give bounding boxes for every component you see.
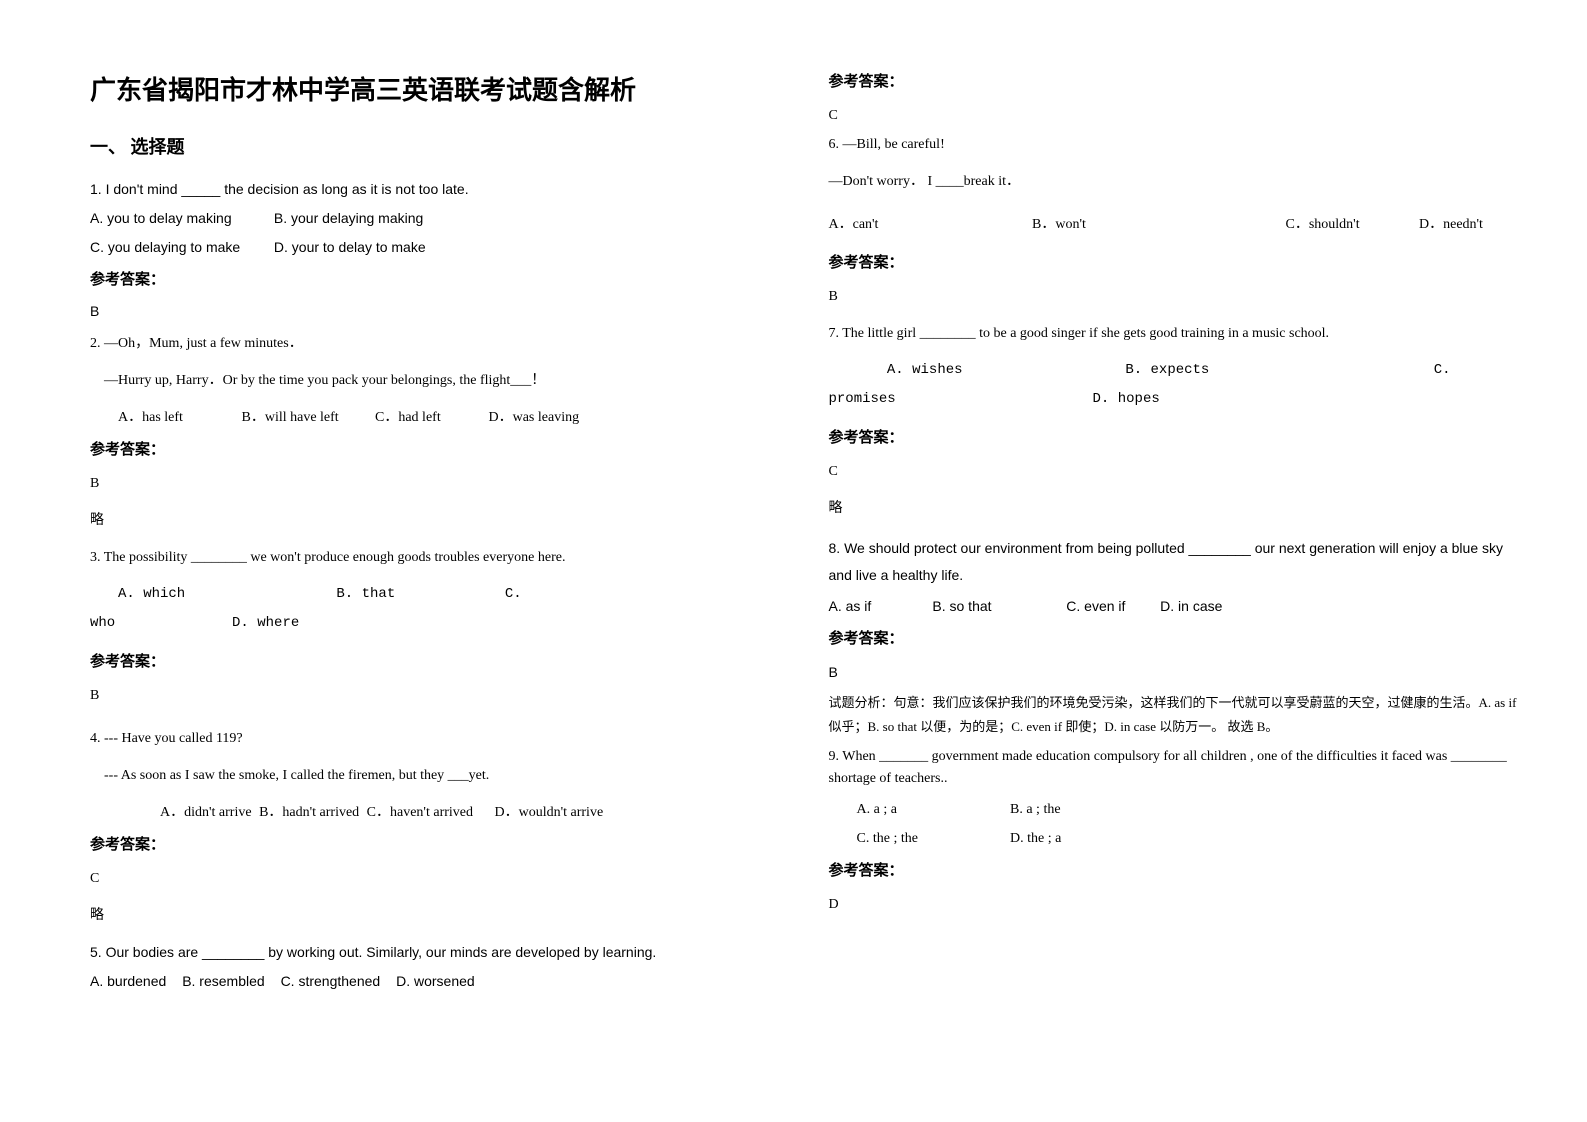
q1-opt-c: C. you delaying to make [90,237,270,258]
q4-answer: C [90,868,789,889]
q7-options-row1: A. wishes B. expects C. [829,360,1528,381]
q8-opt-c: C. even if [1066,596,1156,617]
q5-options: A. burdened B. resembled C. strengthened… [90,971,789,992]
q3-options-row2: who D. where [90,613,789,634]
q4-opt-d: D．wouldn't arrive [495,805,604,820]
q5-stem: 5. Our bodies are ________ by working ou… [90,942,789,963]
q1-stem: 1. I don't mind _____ the decision as lo… [90,179,789,200]
q6-stem2: —Don't worry． I ____break it． [829,171,1528,192]
q3-answer: B [90,685,789,706]
q5-opt-a: A. burdened [90,973,166,989]
q9-answer: D [829,894,1528,915]
answer-label: 参考答案： [90,833,789,854]
q8-options: A. as if B. so that C. even if D. in cas… [829,596,1528,617]
q3-opt-c-prefix: C. [505,586,522,602]
q4-stem2: --- As soon as I saw the smoke, I called… [90,765,789,786]
q8-opt-a: A. as if [829,596,929,617]
q3-options-row1: A. which B. that C. [90,584,789,605]
q1-options-row1: A. you to delay making B. your delaying … [90,208,789,229]
q2-opt-c: C．had left [375,407,485,428]
q8-answer: B [829,662,1528,683]
q7-stem: 7. The little girl ________ to be a good… [829,323,1528,344]
q7-answer: C [829,461,1528,482]
answer-label: 参考答案： [829,426,1528,447]
q9-opt-c: C. the ; the [857,828,1007,849]
answer-label: 参考答案： [90,650,789,671]
q1-opt-a: A. you to delay making [90,208,270,229]
answer-label: 参考答案： [829,251,1528,272]
q7-opt-b: B. expects [1125,360,1425,381]
q5-opt-c: C. strengthened [281,973,381,989]
q9-opt-b: B. a ; the [1010,802,1061,817]
answer-label: 参考答案： [829,70,1528,91]
q9-opt-d: D. the ; a [1010,831,1061,846]
q7-opt-c-prefix: C. [1434,362,1451,378]
q9-options-row1: A. a ; a B. a ; the [829,799,1528,820]
q7-opt-c-text: promises [829,391,896,407]
q5-opt-d: D. worsened [396,973,475,989]
q2-opt-d: D．was leaving [489,410,580,425]
q6-opt-a: A．can't [829,214,1029,235]
page-root: 广东省揭阳市才林中学高三英语联考试题含解析 一、 选择题 1. I don't … [0,0,1587,1042]
left-column: 广东省揭阳市才林中学高三英语联考试题含解析 一、 选择题 1. I don't … [90,70,789,1002]
q9-opt-a: A. a ; a [857,799,1007,820]
q4-opt-c: C．haven't arrived [367,805,473,820]
q8-opt-d: D. in case [1160,598,1222,614]
q3-opt-d: D. where [232,615,299,631]
q2-stem1: 2. —Oh，Mum, just a few minutes． [90,333,789,354]
answer-label: 参考答案： [829,859,1528,880]
q6-options: A．can't B．won't C．shouldn't D．needn't [829,214,1528,235]
q2-opt-a: A．has left [118,407,238,428]
q1-opt-b: B. your delaying making [274,210,423,226]
q9-stem: 9. When _______ government made educatio… [829,746,1528,791]
q8-stem: 8. We should protect our environment fro… [829,535,1528,588]
q1-options-row2: C. you delaying to make D. your to delay… [90,237,789,258]
q8-opt-b: B. so that [932,596,1062,617]
q6-answer: B [829,286,1528,307]
q2-omit: 略 [90,510,789,531]
q4-opt-b: B．hadn't arrived [259,805,359,820]
q6-opt-b: B．won't [1032,214,1282,235]
q3-opt-a: A. which [90,584,328,605]
document-title: 广东省揭阳市才林中学高三英语联考试题含解析 [90,70,789,107]
q4-stem1: 4. --- Have you called 119? [90,728,789,749]
q4-options: A．didn't arrive B．hadn't arrived C．haven… [90,802,789,823]
section-heading: 一、 选择题 [90,133,789,159]
q3-stem: 3. The possibility ________ we won't pro… [90,547,789,568]
q1-opt-d: D. your to delay to make [274,239,426,255]
q2-options: A．has left B．will have left C．had left D… [90,407,789,428]
q2-stem2: —Hurry up, Harry．Or by the time you pack… [90,370,789,391]
right-column: 参考答案： C 6. —Bill, be careful! —Don't wor… [829,70,1528,1002]
q6-opt-d: D．needn't [1419,217,1483,232]
answer-label: 参考答案： [90,438,789,459]
q7-opt-d: D. hopes [1093,391,1160,407]
q5-answer: C [829,105,1528,126]
q9-options-row2: C. the ; the D. the ; a [829,828,1528,849]
q1-answer: B [90,303,789,319]
q8-explanation: 试题分析：句意：我们应该保护我们的环境免受污染，这样我们的下一代就可以享受蔚蓝的… [829,691,1528,738]
q6-stem1: 6. —Bill, be careful! [829,134,1528,155]
q6-opt-c: C．shouldn't [1286,214,1416,235]
q7-options-row2: promises D. hopes [829,389,1528,410]
q3-opt-c-text: who [90,615,115,631]
q3-opt-b: B. that [336,584,496,605]
answer-label: 参考答案： [90,268,789,289]
q2-answer: B [90,473,789,494]
q7-omit: 略 [829,498,1528,519]
q5-opt-b: B. resembled [182,973,264,989]
q4-opt-a: A．didn't arrive [160,805,252,820]
q7-opt-a: A. wishes [887,360,1117,381]
q2-opt-b: B．will have left [242,407,372,428]
answer-label: 参考答案： [829,627,1528,648]
q4-omit: 略 [90,905,789,926]
